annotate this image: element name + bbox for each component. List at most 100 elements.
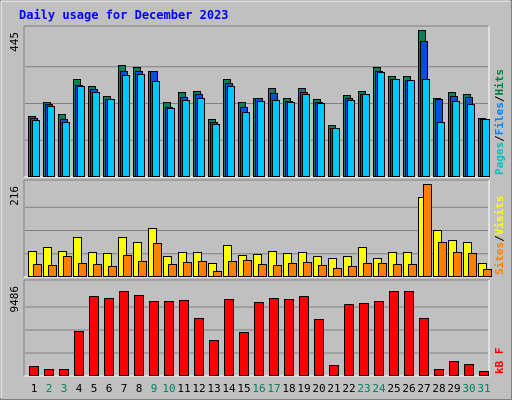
bar-kb-f-day-31: [479, 371, 489, 376]
bar-pages-day-16: [257, 101, 265, 177]
bar-kb-f-day-10: [164, 301, 174, 376]
bar-visits-day-13: [208, 263, 217, 277]
bar-sites-day-11: [183, 262, 192, 277]
bar-pages-day-3: [62, 122, 70, 177]
bar-sites-day-17: [273, 265, 282, 277]
day-label-22: 22: [342, 382, 355, 395]
bar-pages-day-24: [377, 72, 385, 177]
bar-kb-f-day-19: [299, 296, 309, 376]
bar-kb-f-day-16: [254, 302, 264, 376]
bar-sites-day-10: [168, 264, 177, 277]
bar-kb-f-day-11: [179, 300, 189, 376]
bar-sites-day-19: [303, 262, 312, 277]
bar-pages-day-9: [152, 81, 160, 177]
legend-entry: /: [493, 235, 506, 242]
day-label-18: 18: [282, 382, 295, 395]
bar-kb-f-day-22: [344, 304, 354, 376]
bar-pages-day-10: [167, 108, 175, 177]
bar-pages-day-31: [482, 119, 490, 177]
bar-kb-f-day-23: [359, 303, 369, 376]
bar-sites-day-1: [33, 264, 42, 277]
day-label-21: 21: [327, 382, 340, 395]
day-label-31: 31: [477, 382, 490, 395]
panel-visits-sites-legend: Sites/Visits: [493, 196, 506, 276]
bar-visits-day-4: [73, 237, 82, 277]
day-label-13: 13: [207, 382, 220, 395]
bar-pages-day-21: [332, 128, 340, 177]
bar-kb-f-day-14: [224, 299, 234, 376]
bar-pages-day-1: [32, 120, 40, 177]
bar-pages-day-22: [347, 100, 355, 177]
day-label-29: 29: [447, 382, 460, 395]
bar-sites-day-18: [288, 263, 297, 277]
bar-kb-f-day-29: [449, 361, 459, 376]
bar-kb-f-day-3: [59, 369, 69, 376]
panel-visits-sites-ymax-label: 216: [8, 186, 21, 206]
legend-entry: Pages: [493, 142, 506, 175]
day-label-9: 9: [151, 382, 158, 395]
bar-visits-day-8: [133, 242, 142, 277]
panel-hits-files-pages-ymax-label: 445: [8, 32, 21, 52]
bar-pages-day-26: [407, 80, 415, 177]
bar-sites-day-25: [393, 264, 402, 277]
bar-sites-day-21: [333, 268, 342, 277]
day-label-1: 1: [31, 382, 38, 395]
bar-sites-day-8: [138, 261, 147, 277]
day-label-5: 5: [91, 382, 98, 395]
bar-kb-f-day-26: [404, 291, 414, 376]
bar-pages-day-7: [122, 75, 130, 177]
bar-sites-day-13: [213, 271, 222, 277]
bar-pages-day-17: [272, 100, 280, 177]
bar-sites-day-20: [318, 265, 327, 277]
bar-pages-day-27: [422, 79, 430, 177]
bar-sites-day-5: [93, 264, 102, 277]
bar-sites-day-4: [78, 263, 87, 277]
bar-visits-day-2: [43, 247, 52, 277]
bar-sites-day-12: [198, 261, 207, 277]
bar-pages-day-14: [227, 86, 235, 177]
bar-pages-day-28: [437, 122, 445, 177]
bar-pages-day-6: [107, 99, 115, 177]
day-label-17: 17: [267, 382, 280, 395]
bar-kb-f-day-17: [269, 298, 279, 376]
day-label-8: 8: [136, 382, 143, 395]
bar-kb-f-day-8: [134, 295, 144, 376]
bar-pages-day-8: [137, 74, 145, 177]
day-label-25: 25: [387, 382, 400, 395]
legend-entry: Visits: [493, 196, 506, 236]
day-label-20: 20: [312, 382, 325, 395]
day-label-30: 30: [462, 382, 475, 395]
day-label-12: 12: [192, 382, 205, 395]
bar-pages-day-19: [302, 94, 310, 177]
bar-kb-f-day-2: [44, 369, 54, 376]
day-label-16: 16: [252, 382, 265, 395]
bar-visits-day-23: [358, 247, 367, 277]
bar-sites-day-6: [108, 266, 117, 277]
bar-kb-f-day-18: [284, 299, 294, 376]
bar-sites-day-15: [243, 260, 252, 277]
bar-pages-day-20: [317, 103, 325, 177]
legend-entry: /: [493, 135, 506, 142]
bar-visits-day-17: [268, 251, 277, 277]
bar-pages-day-29: [452, 101, 460, 177]
bar-kb-f-day-13: [209, 340, 219, 376]
day-label-3: 3: [61, 382, 68, 395]
bar-kb-f-day-7: [119, 291, 129, 376]
bar-kb-f-day-25: [389, 291, 399, 376]
legend-entry: Sites: [493, 242, 506, 275]
bar-sites-day-7: [123, 255, 132, 277]
day-label-7: 7: [121, 382, 128, 395]
bar-sites-day-3: [63, 256, 72, 277]
bar-pages-day-4: [77, 86, 85, 177]
bar-pages-day-15: [242, 112, 250, 177]
legend-entry: Hits: [493, 69, 506, 96]
day-label-14: 14: [222, 382, 236, 395]
chart-title: Daily usage for December 2023: [19, 8, 229, 22]
bar-sites-day-29: [453, 252, 462, 277]
panel-hits-files-pages-legend: Pages/Files/Hits: [493, 69, 506, 175]
day-label-27: 27: [417, 382, 430, 395]
bar-visits-day-21: [328, 258, 337, 277]
bar-sites-day-26: [408, 264, 417, 277]
